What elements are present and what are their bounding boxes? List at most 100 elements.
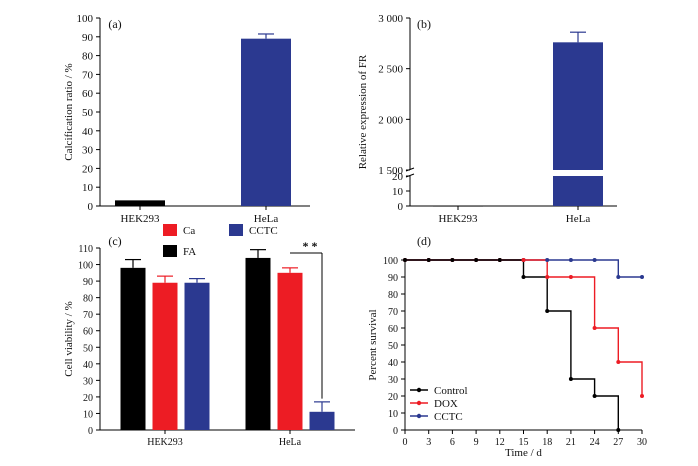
b-y-tick-label: 1 500 [378,165,403,177]
d-point-control [450,258,455,262]
d-y-tick-label: 0 [393,426,398,437]
d-point-dox [640,394,644,398]
c-legend-label-ca: Ca [183,225,195,237]
b-bar-hela-lower [553,176,603,206]
d-point-control [497,258,502,262]
c-bar-fa-hek293 [120,267,146,430]
a-y-tick-label: 70 [82,69,94,81]
d-y-tick-label: 20 [388,392,398,403]
a-y-axis-label: Calcification ratio / % [63,63,75,160]
a-bar-hek293 [115,200,165,206]
d-point-control [521,275,526,279]
d-y-tick-label: 10 [388,409,398,420]
a-y-tick-label: 80 [82,51,94,63]
c-y-tick-label: 90 [83,277,93,288]
d-legend-label-dox: DOX [434,398,458,410]
c-bar-fa-hela [245,257,271,430]
a-y-tick-label: 20 [82,163,94,175]
c-y-tick-label: 20 [83,393,93,404]
d-x-tick-label: 30 [637,437,647,448]
d-point-control [616,428,621,432]
d-point-dox [616,360,621,364]
c-x-tick-label: HEK293 [147,437,183,448]
c-bar-ca-hek293 [152,282,178,430]
c-y-tick-label: 10 [83,409,93,420]
c-y-tick-label: 100 [78,261,93,272]
b-x-tick-label: HeLa [566,213,591,225]
b-y-tick-label: 0 [398,201,404,213]
c-bar-ca-hela [277,272,303,430]
c-y-tick-label: 110 [78,244,93,255]
b-y-tick-label: 20 [392,171,404,183]
d-y-tick-label: 50 [388,341,398,352]
d-y-tick-label: 90 [388,273,398,284]
d-y-tick-label: 60 [388,324,398,335]
b-y-tick-label: 2 500 [378,64,403,76]
d-point-control [545,309,550,313]
c-y-tick-label: 40 [83,360,93,371]
c-panel-label: (c) [108,234,121,248]
d-legend-marker-dox [416,400,422,406]
d-x-tick-label: 27 [613,437,623,448]
d-y-tick-label: 30 [388,375,398,386]
d-point-cctc [592,258,597,262]
a-y-tick-label: 100 [77,13,94,25]
d-x-tick-label: 9 [474,437,479,448]
d-point-cctc [616,275,621,279]
d-series-line-dox [405,259,643,396]
d-point-control [426,258,431,262]
d-y-tick-label: 70 [388,307,398,318]
b-y-axis-label: Relative expression of FR [357,54,369,169]
c-legend-label-fa: FA [183,246,196,258]
a-y-tick-label: 50 [82,107,94,119]
d-point-control [474,258,479,262]
c-significance-label: * * [303,239,318,253]
c-legend-label-cctc: CCTC [249,225,278,237]
c-x-tick-label: HeLa [279,437,302,448]
c-y-tick-label: 60 [83,327,93,338]
d-point-dox [545,275,550,279]
c-y-tick-label: 50 [83,343,93,354]
c-legend-swatch-fa [163,245,177,257]
d-x-tick-label: 6 [450,437,455,448]
d-legend-marker-cctc [416,413,422,419]
d-x-tick-label: 18 [542,437,552,448]
d-x-tick-label: 24 [590,437,600,448]
d-x-axis-label: Time / d [505,447,542,459]
d-y-tick-label: 80 [388,290,398,301]
a-y-tick-label: 90 [82,32,94,44]
d-x-tick-label: 15 [519,437,529,448]
d-point-dox [521,258,526,262]
c-y-tick-label: 80 [83,294,93,305]
d-point-cctc [640,275,644,279]
d-point-control [403,258,407,262]
a-panel-label: (a) [108,17,121,31]
d-x-tick-label: 0 [403,437,408,448]
b-y-tick-label: 3 000 [378,13,403,25]
d-point-control [592,394,597,398]
d-x-tick-label: 21 [566,437,576,448]
d-point-dox [592,326,597,330]
d-point-cctc [568,258,573,262]
a-y-tick-label: 40 [82,126,94,138]
d-x-tick-label: 3 [426,437,431,448]
d-legend-label-cctc: CCTC [434,411,463,423]
b-y-tick-label: 2 000 [378,114,403,126]
d-panel-label: (d) [417,234,431,248]
d-y-axis-label: Percent survival [367,309,379,380]
c-y-tick-label: 30 [83,376,93,387]
a-x-tick-label: HEK293 [120,213,160,225]
b-panel-label: (b) [417,17,431,31]
c-bar-cctc-hela [309,411,335,430]
d-point-dox [568,275,573,279]
d-y-tick-label: 100 [383,256,398,267]
d-x-tick-label: 12 [495,437,505,448]
a-y-tick-label: 60 [82,88,94,100]
c-y-axis-label: Cell viability / % [63,301,75,376]
d-point-control [568,377,573,381]
b-bar-hela-upper [553,42,603,170]
c-legend-swatch-cctc [229,224,243,236]
a-y-tick-label: 0 [88,201,94,213]
